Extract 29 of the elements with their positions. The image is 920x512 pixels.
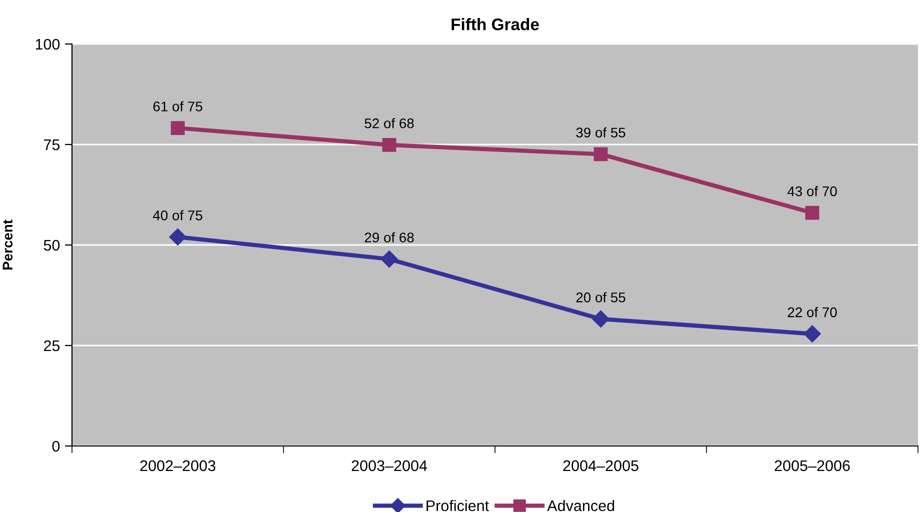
legend-label: Advanced <box>547 500 614 512</box>
annotation: 43 of 70 <box>787 186 837 196</box>
chart-title: Fifth Grade <box>452 18 539 30</box>
point <box>594 147 608 162</box>
annotation: 52 of 68 <box>364 118 414 128</box>
y-tick-label: 25 <box>44 340 60 352</box>
y-tick-label: 0 <box>52 440 60 452</box>
legend-label: Proficient <box>426 500 489 512</box>
y-tick-label: 75 <box>44 140 60 150</box>
point <box>380 250 398 268</box>
y-tick-label: 50 <box>44 240 60 251</box>
point <box>169 228 186 246</box>
y-tick-label: 100 <box>36 38 60 50</box>
annotation: 40 of 75 <box>152 210 202 220</box>
x-tick-label: 2004–2005 <box>563 460 638 472</box>
y-axis-title: Percent <box>2 220 13 270</box>
point <box>805 206 820 220</box>
annotation: 39 of 55 <box>576 127 626 138</box>
x-tick-label: 2002–2003 <box>140 460 216 472</box>
point <box>170 121 185 135</box>
annotation: 61 of 75 <box>153 101 202 112</box>
annotation: 29 of 68 <box>364 232 414 242</box>
x-tick-label: 2005–2006 <box>774 460 850 472</box>
point <box>592 310 610 328</box>
x-tick-label: 2003–2004 <box>352 460 428 472</box>
point <box>382 138 396 152</box>
annotation: 20 of 55 <box>576 292 626 302</box>
annotation: 22 of 70 <box>788 307 837 318</box>
point <box>804 325 821 342</box>
